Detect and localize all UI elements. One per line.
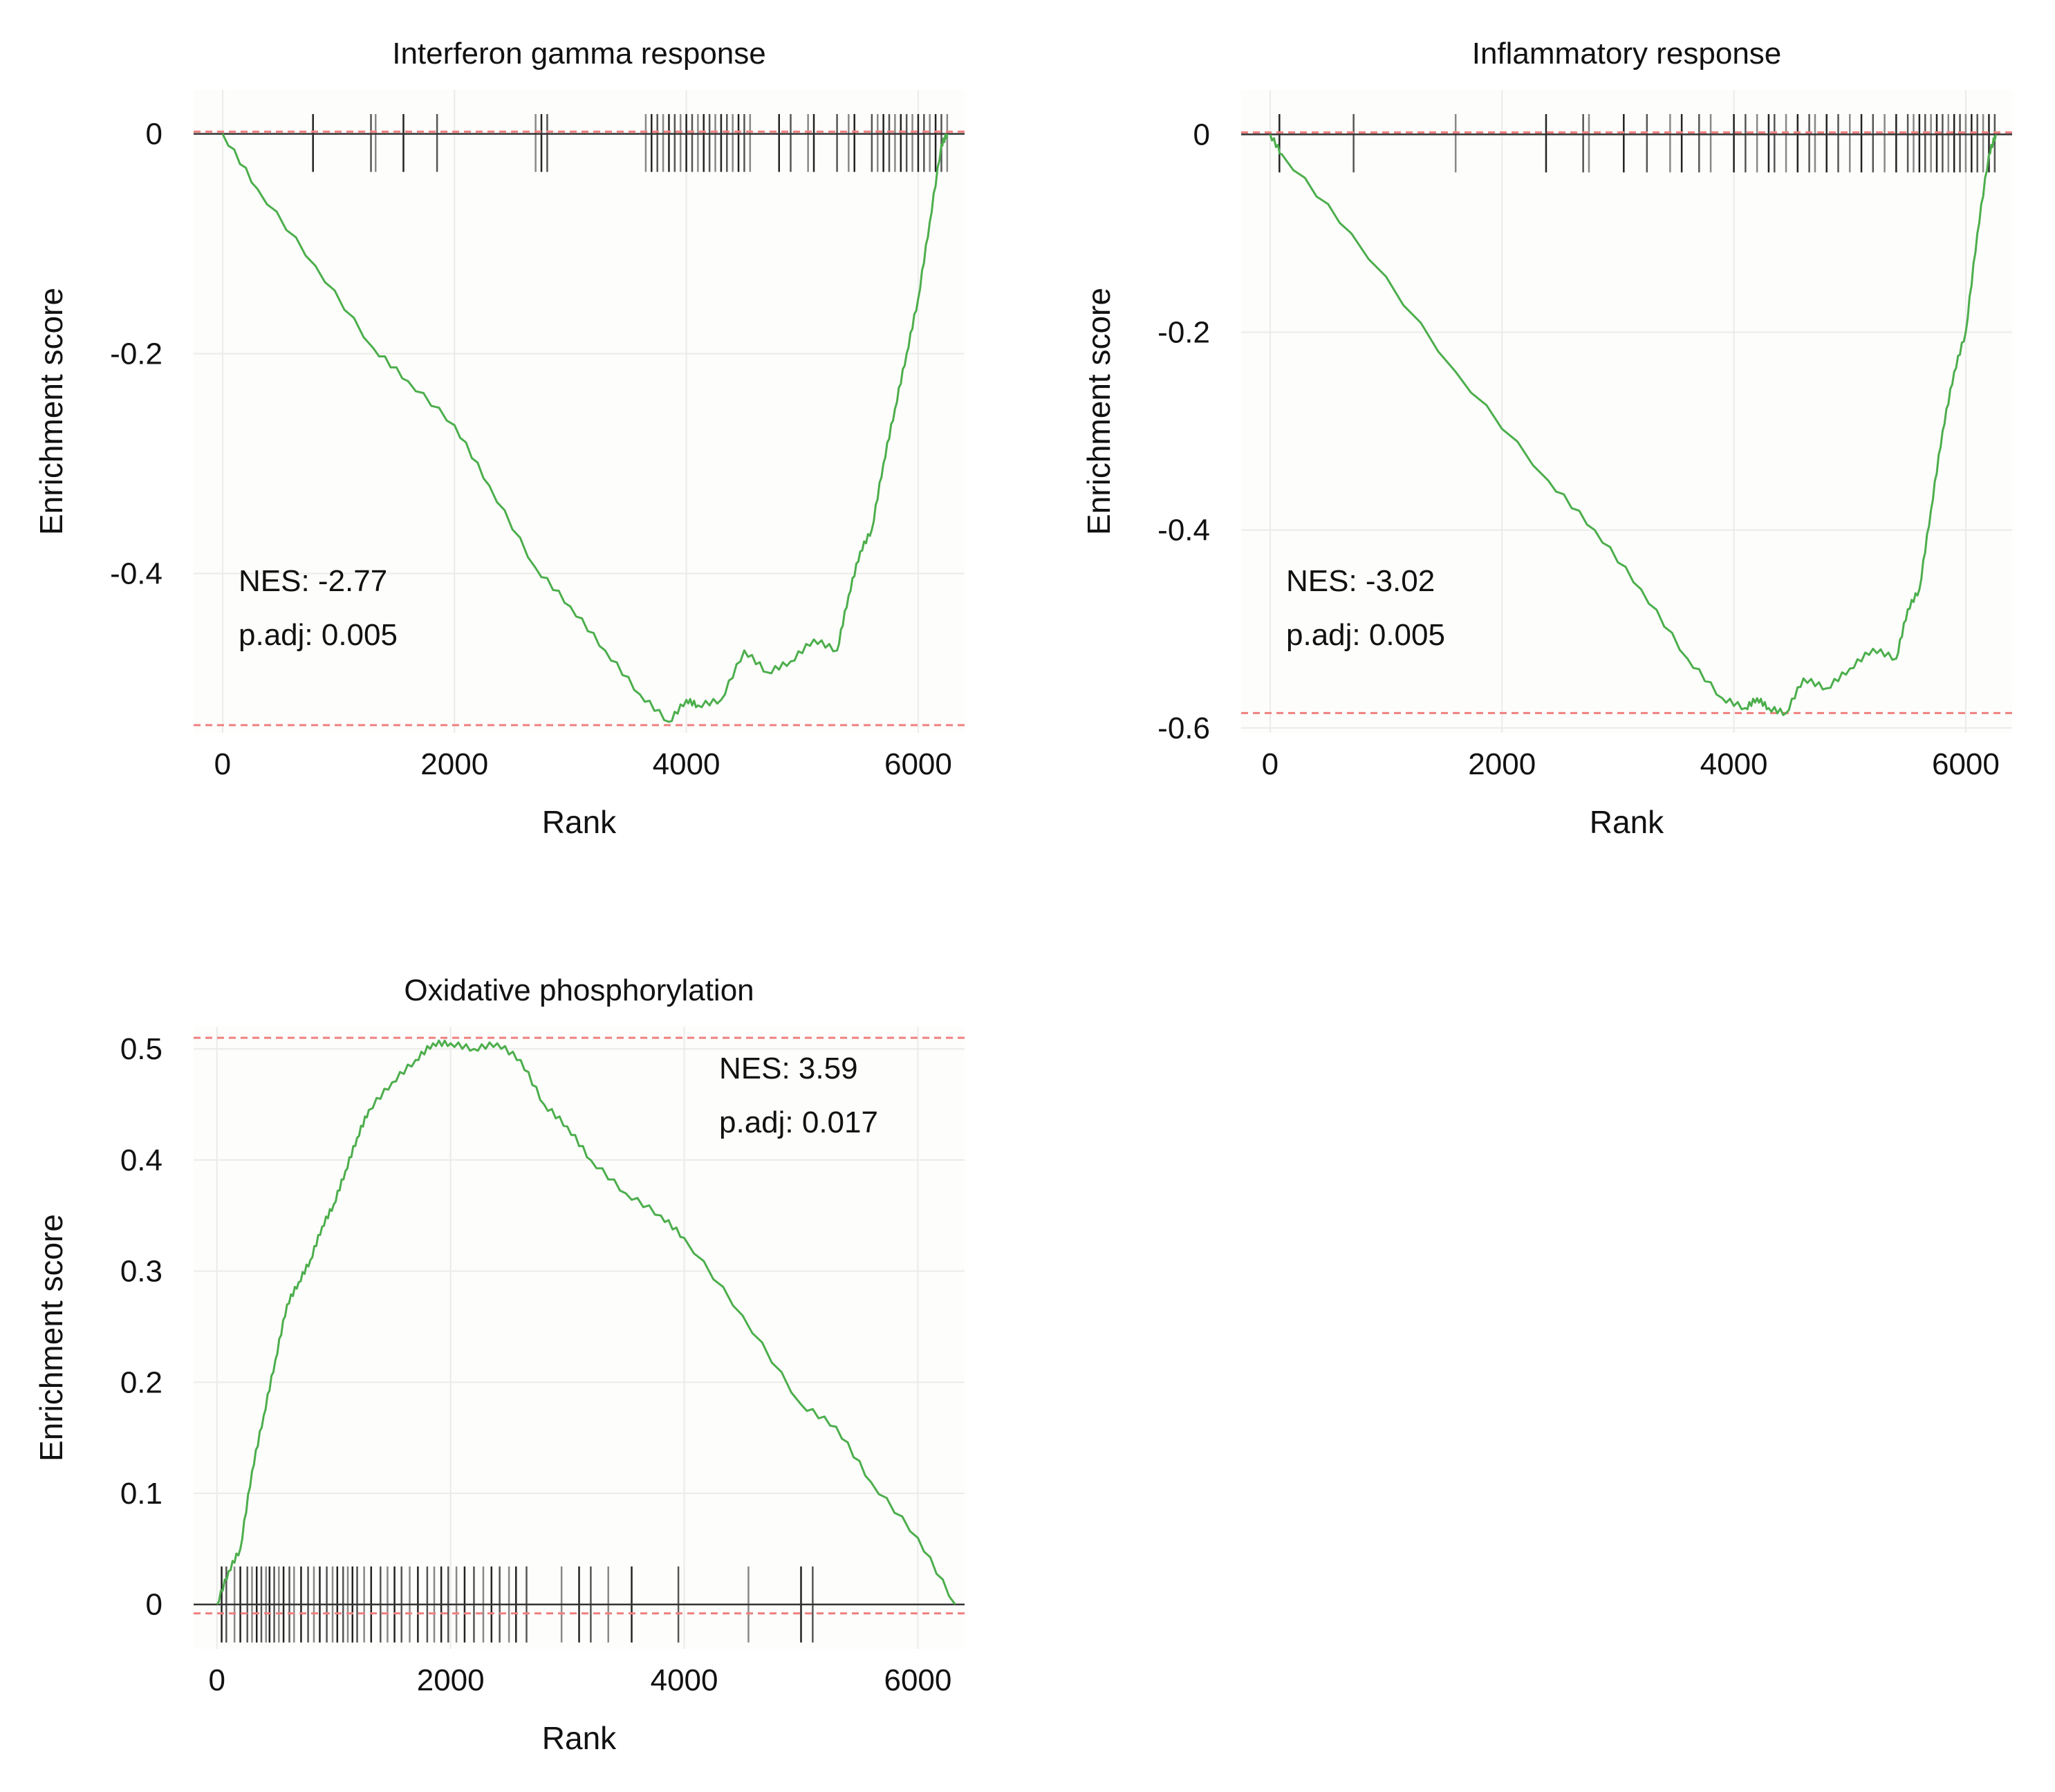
x-tick-label: 2000 <box>417 1663 485 1697</box>
padj-annotation: p.adj: 0.005 <box>1286 618 1445 652</box>
y-tick-label: 0.3 <box>120 1255 162 1289</box>
es-curve-line <box>221 133 949 723</box>
y-axis-label: Enrichment score <box>1081 288 1117 535</box>
x-tick-label: 4000 <box>1700 747 1768 781</box>
x-tick-label: 6000 <box>884 1663 951 1697</box>
es-curve-line <box>1269 133 1997 716</box>
y-tick-label: 0 <box>1193 118 1210 151</box>
x-axis-label: Rank <box>542 1720 617 1756</box>
y-tick-label: -0.2 <box>1157 316 1210 350</box>
padj-annotation: p.adj: 0.017 <box>719 1105 878 1139</box>
x-tick-label: 0 <box>209 1663 225 1697</box>
x-tick-label: 6000 <box>884 747 952 781</box>
chart-panel-2: Inflammatory response 0 2000 4000 6000 0 -0.2 -… <box>1081 37 2012 840</box>
chart-title: Inflammatory response <box>1472 37 1782 71</box>
y-tick-label: -0.6 <box>1157 711 1210 745</box>
plot-background <box>194 1027 965 1649</box>
nes-annotation: NES: -2.77 <box>239 564 387 598</box>
x-tick-label: 2000 <box>1468 747 1536 781</box>
chart-panel-1: Interferon gamma response 0 2000 4000 6000 0 -… <box>33 37 965 840</box>
padj-annotation: p.adj: 0.005 <box>239 618 398 652</box>
y-tick-label: 0.5 <box>120 1032 162 1066</box>
x-tick-label: 0 <box>1262 747 1278 781</box>
x-tick-label: 4000 <box>653 747 720 781</box>
nes-annotation: NES: -3.02 <box>1286 564 1435 598</box>
chart-panel-3: Oxidative phosphorylation 0 2000 4000 6000 0.… <box>33 973 965 1756</box>
chart-title: Oxidative phosphorylation <box>404 973 754 1007</box>
y-axis-label: Enrichment score <box>33 1214 69 1462</box>
nes-annotation: NES: 3.59 <box>719 1052 858 1085</box>
chart-title: Interferon gamma response <box>392 37 766 71</box>
y-tick-label: -0.4 <box>1157 514 1210 548</box>
x-tick-label: 0 <box>214 747 231 781</box>
y-tick-label: -0.4 <box>110 557 162 590</box>
x-axis-label: Rank <box>1590 804 1664 840</box>
x-tick-label: 6000 <box>1932 747 2000 781</box>
es-curve-line <box>216 1039 956 1605</box>
x-axis-label: Rank <box>542 804 617 840</box>
plot-background <box>1241 90 2012 733</box>
x-tick-label: 2000 <box>420 747 488 781</box>
y-tick-label: 0 <box>146 1588 162 1622</box>
y-axis-label: Enrichment score <box>33 288 69 535</box>
plot-background <box>194 90 965 733</box>
y-tick-label: -0.2 <box>110 337 162 371</box>
y-tick-label: 0.4 <box>120 1144 162 1177</box>
y-tick-label: 0.1 <box>120 1477 162 1511</box>
y-tick-label: 0.2 <box>120 1365 162 1399</box>
y-tick-label: 0 <box>146 118 162 151</box>
x-tick-label: 4000 <box>651 1663 718 1697</box>
